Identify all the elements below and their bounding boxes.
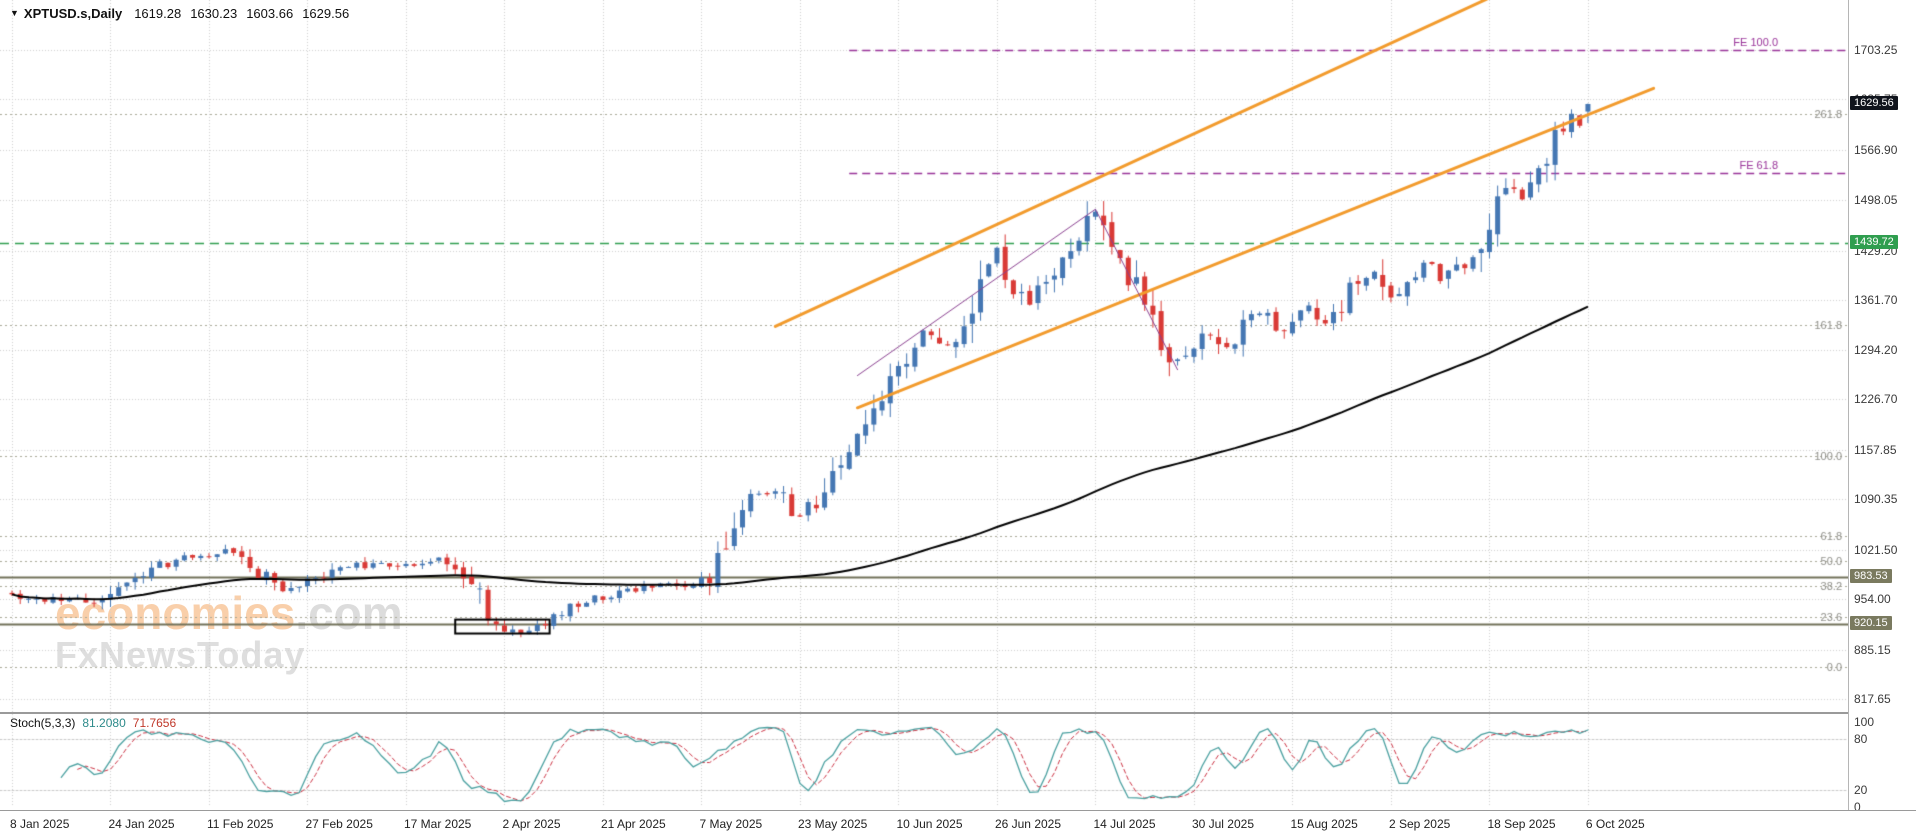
price-marker-badge: 1439.72 [1850, 235, 1898, 249]
chart-dropdown-caret[interactable]: ▼ [10, 8, 19, 18]
price-axis-label: 1498.05 [1854, 193, 1898, 207]
time-axis-label: 7 May 2025 [699, 817, 763, 831]
stoch-indicator-label: Stoch(5,3,3) 81.2080 71.7656 [10, 716, 176, 730]
open-value: 1619.28 [134, 6, 182, 21]
stoch-axis-label: 80 [1854, 732, 1868, 746]
price-axis-label: 1021.50 [1854, 543, 1898, 557]
price-axis-label: 1294.20 [1854, 343, 1898, 357]
price-axis-label: 885.15 [1854, 643, 1891, 657]
time-axis-label: 10 Jun 2025 [896, 817, 963, 831]
time-axis-label: 8 Jan 2025 [10, 817, 70, 831]
price-axis-label: 1361.70 [1854, 293, 1898, 307]
price-axis-label: 954.00 [1854, 592, 1891, 606]
time-axis-label: 2 Sep 2025 [1388, 817, 1451, 831]
current-price-badge: 1629.56 [1850, 96, 1898, 110]
price-axis-label: 1226.70 [1854, 392, 1898, 406]
time-axis-label: 30 Jul 2025 [1191, 817, 1254, 831]
low-value: 1603.66 [246, 6, 294, 21]
stoch-main-value: 81.2080 [82, 716, 126, 730]
time-axis-label: 26 Jun 2025 [994, 817, 1062, 831]
price-marker-badge: 983.53 [1850, 569, 1892, 583]
stoch-axis-label: 0 [1854, 800, 1861, 810]
time-axis-label: 17 Mar 2025 [403, 817, 472, 831]
price-axis-label: 817.65 [1854, 692, 1891, 706]
symbol-timeframe-label: XPTUSD.s,Daily [23, 6, 123, 21]
time-axis-label: 2 Apr 2025 [502, 817, 561, 831]
stoch-signal-value: 71.7656 [132, 716, 177, 730]
time-axis-label: 24 Jan 2025 [108, 817, 175, 831]
high-value: 1630.23 [190, 6, 238, 21]
stoch-name: Stoch(5,3,3) [10, 716, 76, 730]
time-axis-label: 14 Jul 2025 [1093, 817, 1156, 831]
pane-separator[interactable] [0, 712, 1916, 714]
price-axis-label: 1703.25 [1854, 43, 1898, 57]
time-axis-label: 23 May 2025 [797, 817, 868, 831]
time-axis-label: 6 Oct 2025 [1585, 817, 1645, 831]
time-axis-label: 18 Sep 2025 [1487, 817, 1556, 831]
close-value: 1629.56 [302, 6, 350, 21]
chart-header: ▼ XPTUSD.s,Daily 1619.28 1630.23 1603.66 1629… [10, 6, 358, 21]
time-axis[interactable]: 8 Jan 2025 24 Jan 2025 11 Feb 2025 27 Feb 2… [0, 810, 1916, 840]
time-axis-label: 11 Feb 2025 [206, 817, 274, 831]
price-axis-label: 1090.35 [1854, 492, 1898, 506]
price-axis[interactable]: 1703.251635.751566.901498.051429.201361.… [1848, 0, 1916, 810]
time-axis-label: 21 Apr 2025 [600, 817, 666, 831]
time-axis-label: 15 Aug 2025 [1290, 817, 1358, 831]
time-axis-label: 27 Feb 2025 [305, 817, 373, 831]
stoch-axis-label: 100 [1854, 715, 1875, 729]
stoch-axis-label: 20 [1854, 783, 1868, 797]
price-marker-badge: 920.15 [1850, 616, 1892, 630]
price-axis-label: 1566.90 [1854, 143, 1898, 157]
price-chart-canvas[interactable] [0, 0, 1848, 810]
price-axis-label: 1157.85 [1854, 443, 1897, 457]
